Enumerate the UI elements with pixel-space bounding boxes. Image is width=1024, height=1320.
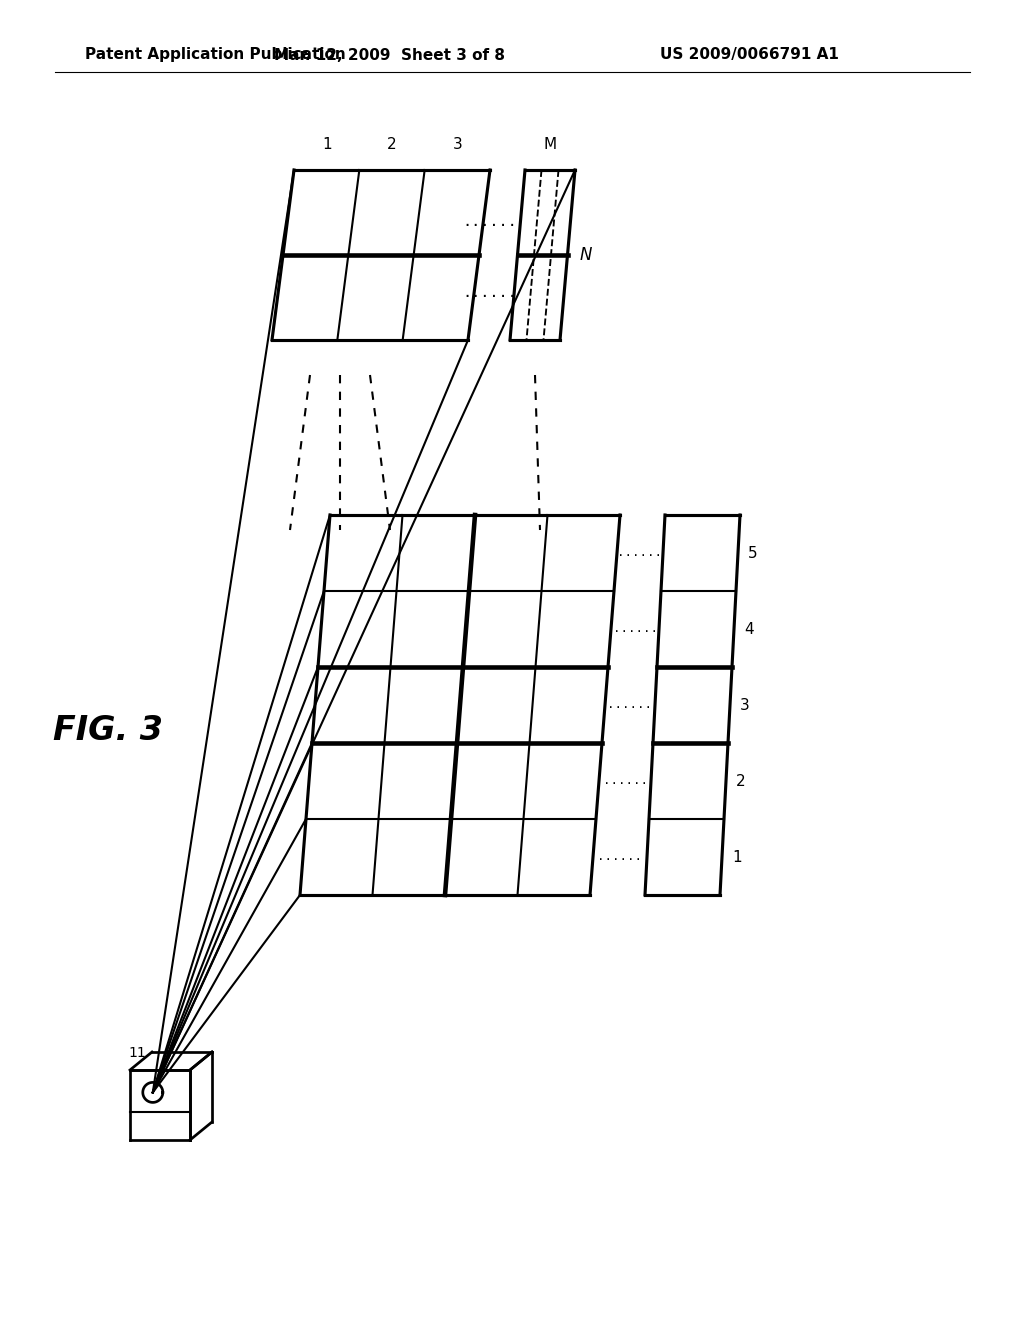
Text: Patent Application Publication: Patent Application Publication — [85, 48, 346, 62]
Text: US 2009/0066791 A1: US 2009/0066791 A1 — [660, 48, 839, 62]
Text: Mar. 12, 2009  Sheet 3 of 8: Mar. 12, 2009 Sheet 3 of 8 — [274, 48, 506, 62]
Text: ......: ...... — [463, 214, 517, 228]
Text: 1: 1 — [322, 137, 332, 152]
Text: ......: ...... — [617, 546, 663, 560]
Text: 2: 2 — [736, 774, 745, 788]
Text: 3: 3 — [740, 697, 750, 713]
Text: ......: ...... — [607, 698, 652, 711]
Text: 11: 11 — [128, 1045, 145, 1060]
Text: ......: ...... — [463, 285, 517, 300]
Text: 2: 2 — [387, 137, 397, 152]
Text: 3: 3 — [453, 137, 462, 152]
Text: 4: 4 — [744, 622, 754, 636]
Text: M: M — [544, 137, 557, 152]
Text: N: N — [580, 246, 592, 264]
Text: 1: 1 — [732, 850, 741, 865]
Text: 5: 5 — [748, 545, 758, 561]
Text: ......: ...... — [602, 775, 647, 788]
Text: ......: ...... — [597, 850, 642, 863]
Text: ......: ...... — [612, 623, 657, 635]
Text: FIG. 3: FIG. 3 — [53, 714, 163, 747]
